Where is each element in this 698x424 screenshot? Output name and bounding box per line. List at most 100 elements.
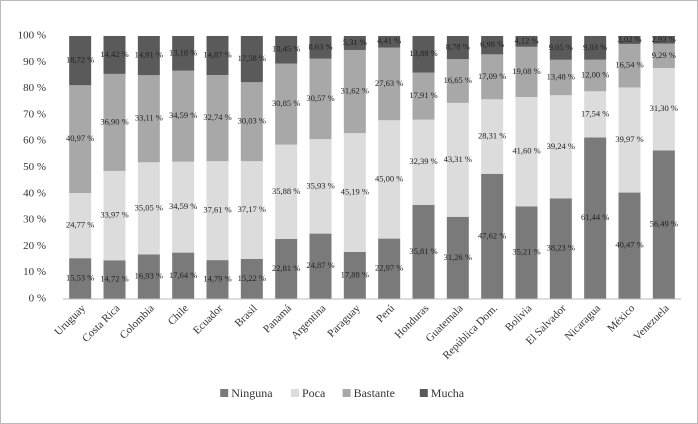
y-tick-label: 100 % <box>18 30 46 42</box>
value-label: 9,29 % <box>652 50 676 60</box>
bar-segment <box>137 75 160 163</box>
bar-segment <box>206 75 229 162</box>
value-label: 56,49 % <box>650 219 678 229</box>
bar-segment <box>652 68 675 151</box>
bar-segment <box>515 206 538 299</box>
value-label: 14,91 % <box>135 50 163 60</box>
bar-segment <box>343 36 366 50</box>
bar-segment <box>481 173 504 299</box>
value-label: 18,72 % <box>66 55 94 65</box>
bar-segment <box>618 87 641 193</box>
value-label: 31,62 % <box>341 85 369 95</box>
legend-label: Poca <box>302 386 326 400</box>
bar-segment <box>240 36 263 83</box>
value-label: 4,41 % <box>377 36 401 46</box>
bar-segment <box>412 36 435 73</box>
value-label: 14,87 % <box>203 49 231 59</box>
bar-segment <box>137 36 160 76</box>
value-label: 36,90 % <box>100 116 128 126</box>
value-label: 35,88 % <box>272 186 300 196</box>
value-label: 17,09 % <box>478 71 506 81</box>
bar-segment <box>309 233 332 299</box>
value-label: 3,02 % <box>617 34 641 44</box>
value-label: 13,18 % <box>169 47 197 57</box>
bar-segment <box>103 260 126 299</box>
bar-segment <box>103 170 126 261</box>
value-label: 12,00 % <box>581 69 609 79</box>
bar-segment <box>549 36 572 60</box>
bar-segment <box>446 102 469 217</box>
bar-segment <box>549 198 572 299</box>
value-label: 22,97 % <box>375 263 403 273</box>
value-label: 45,00 % <box>375 173 403 183</box>
bar-segment <box>275 239 298 299</box>
bar-segment <box>103 35 126 74</box>
bar-segment <box>172 161 195 253</box>
value-label: 43,31 % <box>444 154 472 164</box>
value-label: 19,08 % <box>512 66 540 76</box>
y-tick-label: 10 % <box>23 266 46 278</box>
bar-segment <box>206 35 229 76</box>
legend-swatch <box>291 389 299 397</box>
bar-segment <box>275 144 298 240</box>
value-label: 9,03 % <box>583 42 607 52</box>
bar-segment <box>549 59 572 96</box>
bar-segment <box>309 58 332 140</box>
value-label: 9,05 % <box>549 42 573 52</box>
y-tick-label: 20 % <box>23 240 46 252</box>
value-label: 24,87 % <box>306 260 334 270</box>
value-label: 28,31 % <box>478 130 506 140</box>
bar-segment <box>275 63 298 145</box>
y-tick-label: 30 % <box>23 214 46 226</box>
value-label: 2,93 % <box>652 34 676 44</box>
bar-segment <box>275 36 298 64</box>
value-label: 8,63 % <box>308 41 332 51</box>
bar-segment <box>618 36 641 44</box>
value-label: 47,62 % <box>478 230 506 240</box>
value-label: 14,72 % <box>100 274 128 284</box>
value-label: 17,88 % <box>341 269 369 279</box>
bar-segment <box>240 82 263 162</box>
y-tick-label: 80 % <box>23 82 46 94</box>
y-tick-label: 50 % <box>23 161 46 173</box>
bar-segment <box>652 35 675 44</box>
value-label: 17,64 % <box>169 270 197 280</box>
value-label: 4,12 % <box>514 35 538 45</box>
value-label: 24,77 % <box>66 220 94 230</box>
bar-segment <box>172 36 195 71</box>
y-tick-label: 90 % <box>23 56 46 68</box>
bar-segment <box>378 35 401 48</box>
bar-segment <box>137 254 160 299</box>
bar-segment <box>446 36 469 60</box>
value-label: 16,65 % <box>444 75 472 85</box>
legend-label: Ninguna <box>231 386 273 400</box>
value-label: 10,45 % <box>272 44 300 54</box>
value-label: 5,31 % <box>343 37 367 47</box>
value-label: 14,79 % <box>203 274 231 284</box>
value-label: 13,48 % <box>547 71 575 81</box>
value-label: 33,97 % <box>100 210 128 220</box>
value-label: 22,81 % <box>272 263 300 273</box>
bar-segment <box>515 35 538 47</box>
value-label: 35,21 % <box>512 247 540 257</box>
value-label: 27,63 % <box>375 78 403 88</box>
value-label: 61,44 % <box>581 212 609 222</box>
value-label: 37,61 % <box>203 205 231 215</box>
value-label: 37,17 % <box>238 204 266 214</box>
value-label: 40,47 % <box>615 240 643 250</box>
bar-segment <box>618 192 641 299</box>
bar-segment <box>343 49 366 134</box>
bar-segment <box>69 193 92 259</box>
bar-segment <box>240 258 263 299</box>
value-label: 16,54 % <box>615 60 643 70</box>
value-label: 35,93 % <box>306 180 334 190</box>
bar-segment <box>584 91 607 138</box>
legend-swatch <box>419 389 428 397</box>
bar-segment <box>206 260 229 299</box>
bar-segment <box>652 150 675 299</box>
bar-segment <box>549 95 572 199</box>
bar-segment <box>172 252 195 299</box>
bar-segment <box>240 161 263 259</box>
bar-segment <box>343 133 366 252</box>
bar-segment <box>446 216 469 299</box>
